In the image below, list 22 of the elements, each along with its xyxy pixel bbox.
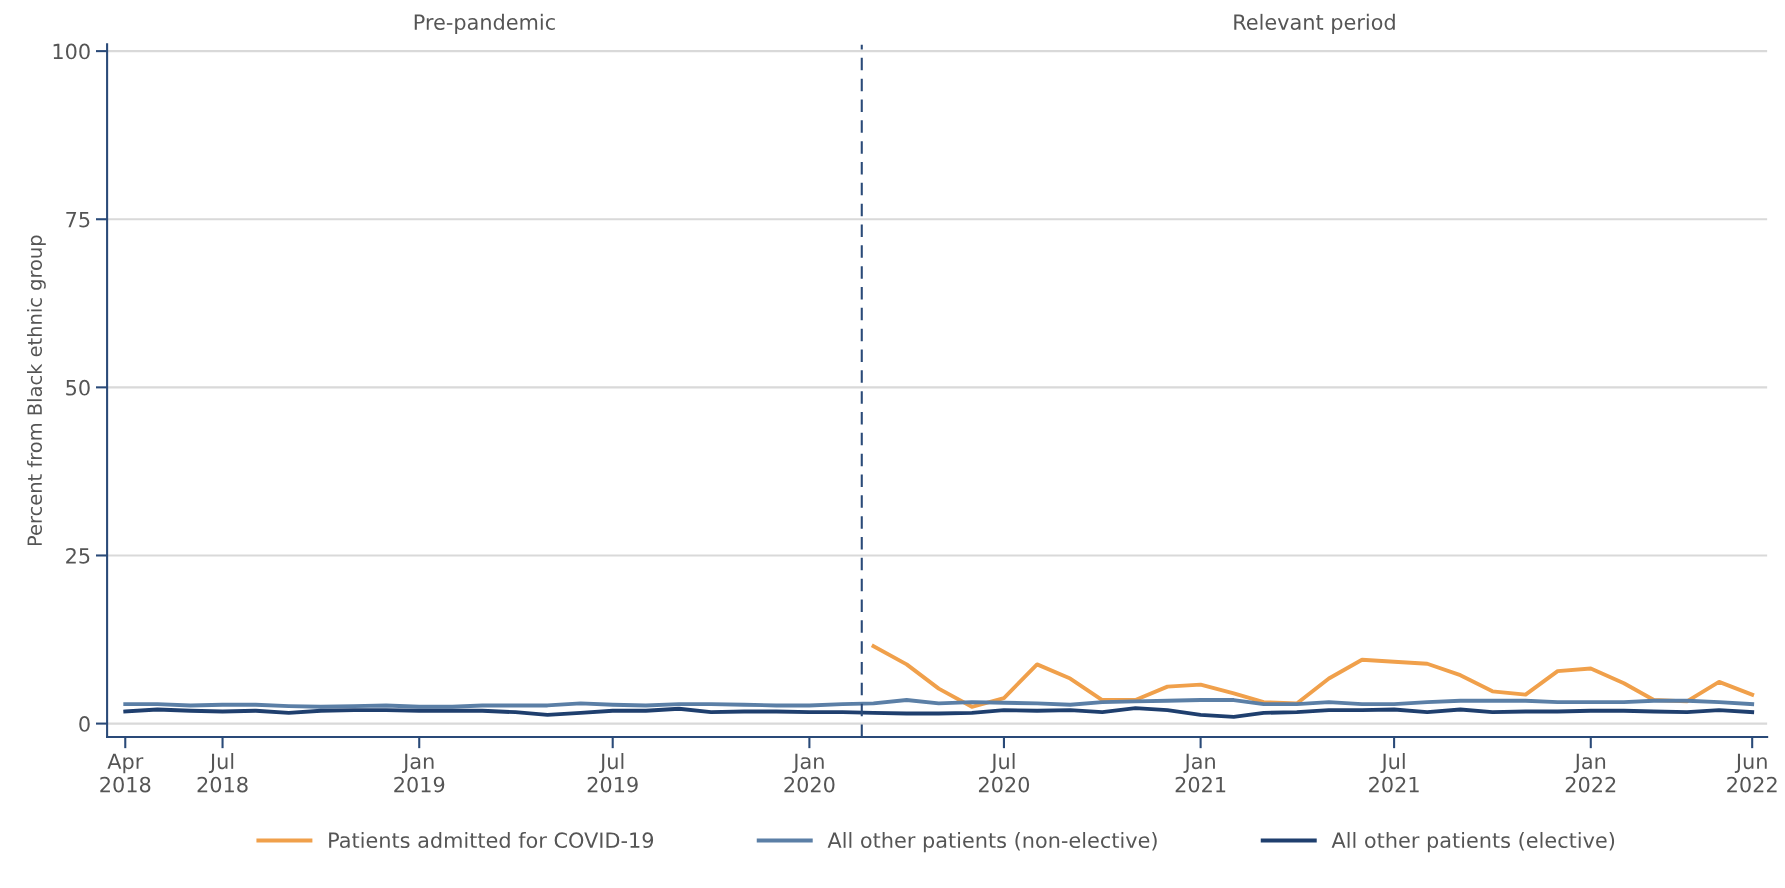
x-tick-label: Jun 2022: [1727, 753, 1777, 793]
x-tick-label: Jul 2019: [587, 753, 638, 793]
x-tick-label: Jul 2020: [978, 753, 1030, 793]
text: Pre-pandemic: [414, 13, 555, 35]
x-tick-label: Jan 2019: [394, 753, 445, 793]
x-tick-label: Jan 2022: [1565, 753, 1616, 793]
legend-label: Patients admitted for COVID-19: [329, 831, 654, 849]
x-tick-label: Jul 2021: [1369, 753, 1419, 793]
y-tick-label: 0: [79, 716, 90, 732]
legend-label: All other patients (elective): [1331, 831, 1615, 853]
line-series: [123, 698, 1755, 709]
legend-label: All other patients (non-elective): [827, 831, 1157, 853]
x-tick-label: Jan 2021: [1175, 753, 1226, 793]
y-tick-label: 25: [66, 547, 90, 564]
text: Relevant period: [1234, 13, 1395, 35]
y-axis-title: Percent from Black ethnic group: [26, 235, 46, 546]
x-tick-label: Jan 2020: [784, 753, 835, 793]
y-tick-label: 75: [66, 211, 90, 228]
y-tick-label: 100: [53, 43, 90, 60]
y-tick-label: 50: [66, 379, 90, 396]
x-tick-label: Jul 2018: [197, 753, 248, 793]
x-tick-label: Apr 2018: [100, 753, 151, 793]
